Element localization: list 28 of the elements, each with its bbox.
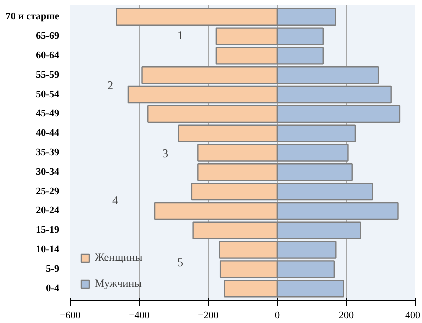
y-tick-label: 30-34 [36,166,60,178]
y-tick-label: 5-9 [46,264,60,275]
x-tick-label: −200 [198,310,219,322]
annotation: 5 [178,256,184,270]
x-tick-label: 200 [339,310,354,322]
x-tick-label: −600 [60,310,81,322]
annotation: 1 [178,28,184,42]
annotation: 2 [108,78,114,92]
y-tick-label: 15-19 [36,225,60,236]
y-tick-label: 65-69 [36,31,60,42]
legend-label: Мужчины [95,278,142,290]
y-tick-label: 60-64 [36,50,60,62]
y-tick-label: 25-29 [36,186,60,198]
legend-label: Женщины [95,252,143,264]
annotation: 4 [112,194,118,208]
annotation: 3 [162,146,168,160]
y-tick-label: 35-39 [36,148,60,158]
y-tick-label: 40-44 [36,128,60,140]
y-tick-label: 20-24 [36,206,60,217]
y-tick-label: 0-4 [46,283,60,294]
x-tick-label: 0 [275,310,280,322]
y-tick-label: 45-49 [36,108,60,120]
y-tick-label: 55-59 [36,70,60,81]
y-tick-label: 70 и старше [6,12,60,23]
x-tick-label: −400 [129,310,150,322]
x-tick-label: 400 [406,310,420,322]
y-tick-label: 10-14 [36,244,60,256]
y-tick-label: 50-54 [36,89,60,100]
